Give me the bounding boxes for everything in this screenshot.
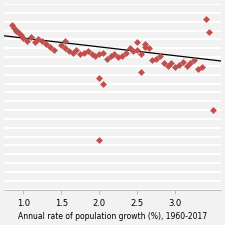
Point: [192, 58, 196, 62]
X-axis label: Annual rate of population growth (%), 1960-2017: Annual rate of population growth (%), 19…: [18, 212, 207, 221]
Point: [37, 38, 40, 41]
Point: [19, 33, 23, 37]
Point: [78, 52, 82, 56]
Point: [128, 47, 131, 50]
Point: [63, 39, 67, 43]
Point: [135, 41, 139, 44]
Point: [14, 29, 17, 32]
Point: [33, 41, 36, 44]
Point: [196, 67, 200, 71]
Point: [71, 51, 74, 54]
Point: [101, 82, 105, 86]
Point: [120, 54, 124, 57]
Point: [105, 57, 109, 61]
Point: [67, 50, 71, 53]
Point: [59, 44, 63, 47]
Point: [124, 51, 128, 54]
Point: [97, 76, 101, 80]
Point: [97, 138, 101, 141]
Point: [86, 50, 90, 53]
Point: [12, 26, 16, 29]
Point: [40, 39, 44, 43]
Point: [97, 52, 101, 56]
Point: [177, 63, 181, 66]
Point: [94, 54, 97, 57]
Point: [173, 66, 177, 69]
Point: [16, 30, 20, 34]
Point: [166, 64, 169, 68]
Point: [200, 66, 204, 69]
Point: [204, 17, 207, 21]
Point: [82, 51, 86, 54]
Point: [132, 50, 135, 53]
Point: [109, 54, 112, 57]
Point: [208, 30, 211, 34]
Point: [162, 61, 166, 65]
Point: [135, 48, 139, 52]
Point: [139, 70, 143, 74]
Point: [181, 60, 185, 63]
Point: [63, 47, 67, 50]
Point: [44, 42, 48, 46]
Point: [52, 48, 55, 52]
Point: [170, 61, 173, 65]
Point: [90, 52, 93, 56]
Point: [143, 42, 147, 46]
Point: [189, 61, 192, 65]
Point: [112, 52, 116, 56]
Point: [116, 55, 120, 59]
Point: [48, 45, 52, 49]
Point: [158, 54, 162, 57]
Point: [139, 52, 143, 56]
Point: [10, 23, 13, 27]
Point: [147, 47, 150, 50]
Point: [185, 64, 188, 68]
Point: [21, 36, 25, 40]
Point: [29, 35, 33, 38]
Point: [101, 51, 105, 54]
Point: [212, 108, 215, 112]
Point: [25, 39, 29, 43]
Point: [154, 57, 158, 61]
Point: [151, 58, 154, 62]
Point: [75, 48, 78, 52]
Point: [143, 45, 147, 49]
